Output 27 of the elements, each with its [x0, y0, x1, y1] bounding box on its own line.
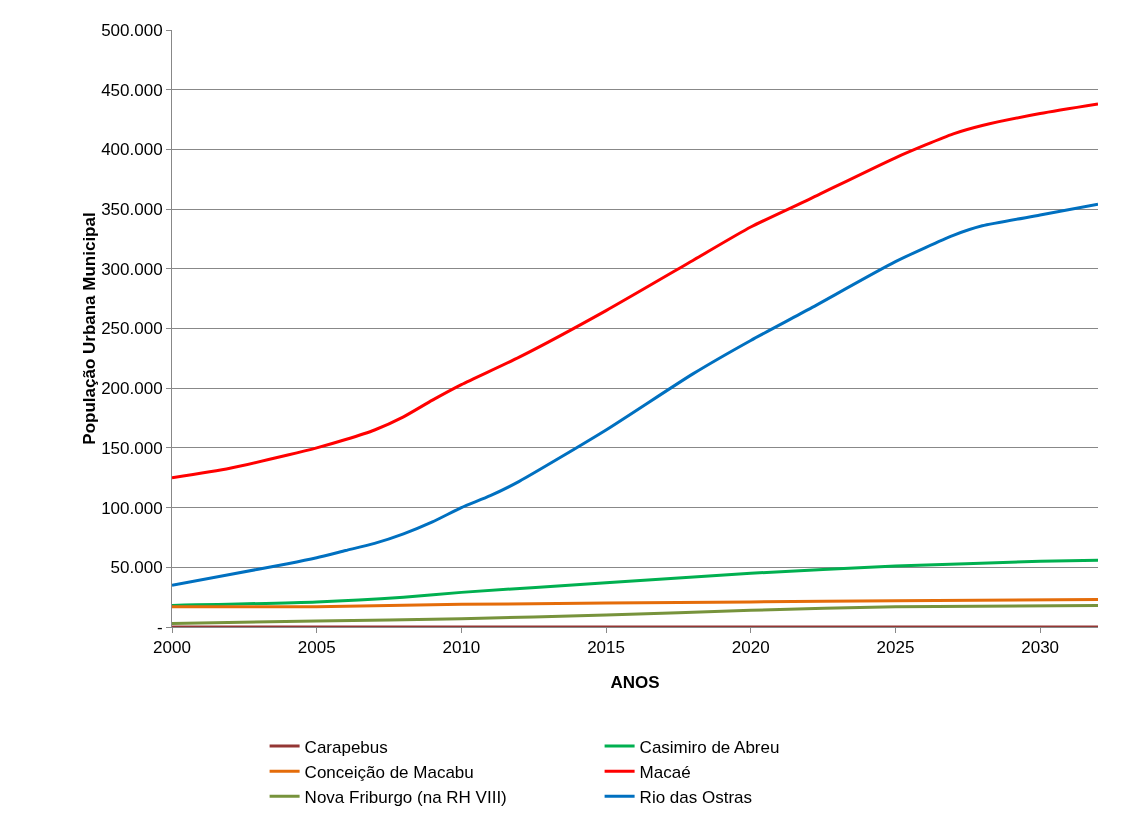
y-tick-label: 350.000: [101, 200, 163, 220]
x-tick-label: 2025: [876, 638, 915, 658]
x-tick-label: 2020: [731, 638, 770, 658]
legend-label: Conceição de Macabu: [304, 762, 474, 782]
x-axis-title: ANOS: [610, 673, 660, 692]
legend-label: Casimiro de Abreu: [639, 737, 780, 757]
x-tick-label: 2010: [442, 638, 481, 658]
y-tick-label: 450.000: [101, 80, 163, 100]
x-tick-label: 2015: [587, 638, 625, 658]
x-tick-label: 2030: [1021, 638, 1060, 658]
y-tick-label: 300.000: [101, 259, 163, 279]
x-tick-label: 2000: [153, 638, 191, 658]
y-tick-label: 150.000: [101, 438, 163, 458]
legend-label: Nova Friburgo (na RH VIII): [304, 787, 507, 807]
y-tick-label: 400.000: [101, 140, 163, 160]
y-tick-label: 250.000: [101, 319, 163, 339]
y-tick-label: 200.000: [101, 379, 163, 399]
y-tick-label: 500.000: [101, 20, 163, 40]
line-series: [172, 598, 1098, 609]
y-tick-label: 100.000: [101, 498, 163, 518]
y-tick-label: -: [156, 617, 163, 637]
legend-label: Rio das Ostras: [639, 787, 753, 807]
y-axis-title: População Urbana Municipal: [80, 212, 100, 445]
y-tick-label: 50.000: [110, 558, 163, 578]
legend-label: Carapebus: [304, 737, 388, 757]
x-tick-label: 2005: [297, 638, 336, 658]
legend-label: Macaé: [639, 762, 691, 782]
